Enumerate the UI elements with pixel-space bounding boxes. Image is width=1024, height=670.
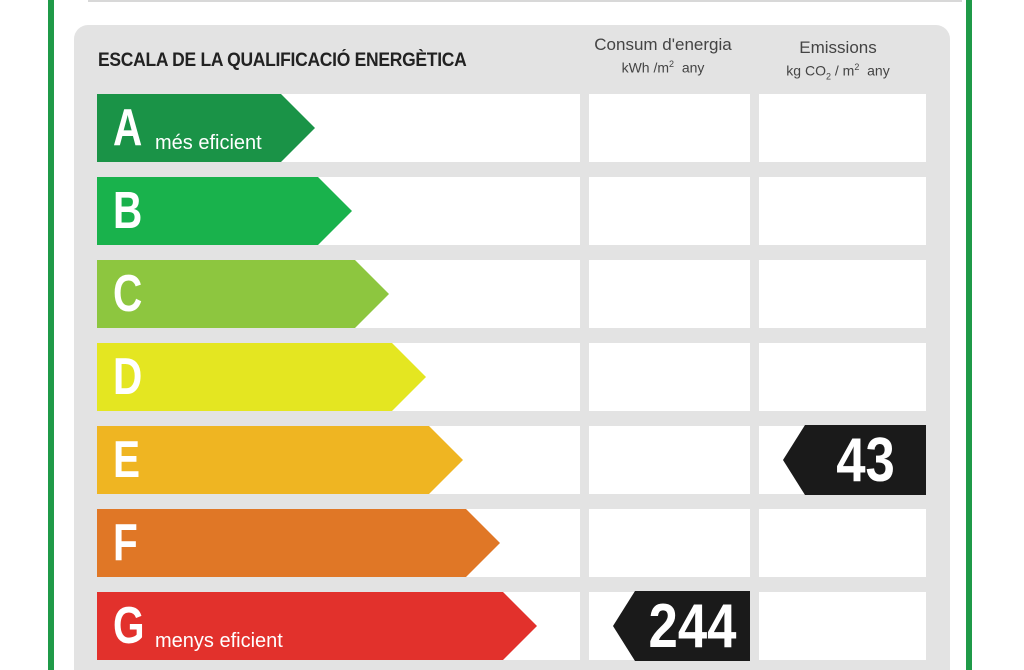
emissions-cell-f <box>759 509 926 577</box>
emissions-cell-c <box>759 260 926 328</box>
energy-cell-b <box>589 177 750 245</box>
top-divider <box>88 0 962 2</box>
rating-letter: D <box>113 348 143 406</box>
rating-arrow-b: B <box>97 177 352 245</box>
rating-arrow-c: C <box>97 260 389 328</box>
energy-value-badge-value: 244 <box>648 592 737 661</box>
energy-column-header: Consum d'energia kWh /m2 any <box>590 35 736 76</box>
energy-value-badge: 244 <box>613 591 750 661</box>
energy-cell-f <box>589 509 750 577</box>
emissions-column-header: Emissions kg CO2 / m2 any <box>762 38 914 81</box>
energy-cell-e <box>589 426 750 494</box>
energy-cell-c <box>589 260 750 328</box>
emissions-value-badge-value: 43 <box>836 426 895 495</box>
emissions-column-label: Emissions <box>799 38 877 57</box>
energy-column-label: Consum d'energia <box>594 35 732 54</box>
rating-letter: A <box>113 99 143 157</box>
rating-letter: E <box>113 431 141 489</box>
rating-arrow-d: D <box>97 343 426 411</box>
rating-letter: F <box>113 514 138 572</box>
energy-cell-a <box>589 94 750 162</box>
rating-letter: G <box>113 597 145 655</box>
emissions-value-badge: 43 <box>783 425 926 495</box>
rating-letter: B <box>113 182 143 240</box>
rating-arrow-e: E <box>97 426 463 494</box>
emissions-cell-g <box>759 592 926 660</box>
rating-arrow-f: F <box>97 509 500 577</box>
emissions-cell-a <box>759 94 926 162</box>
emissions-column-unit: kg CO2 / m2 any <box>786 62 890 82</box>
right-frame-border <box>966 0 972 670</box>
energy-cell-d <box>589 343 750 411</box>
energy-column-unit: kWh /m2 any <box>621 59 705 76</box>
emissions-cell-b <box>759 177 926 245</box>
rating-sublabel: menys eficient <box>155 630 283 652</box>
left-frame-border <box>48 0 54 670</box>
rating-letter: C <box>113 265 143 323</box>
rating-sublabel: més eficient <box>155 132 262 154</box>
emissions-cell-d <box>759 343 926 411</box>
scale-title: ESCALA DE LA QUALIFICACIÓ ENERGÈTICA <box>98 50 467 71</box>
